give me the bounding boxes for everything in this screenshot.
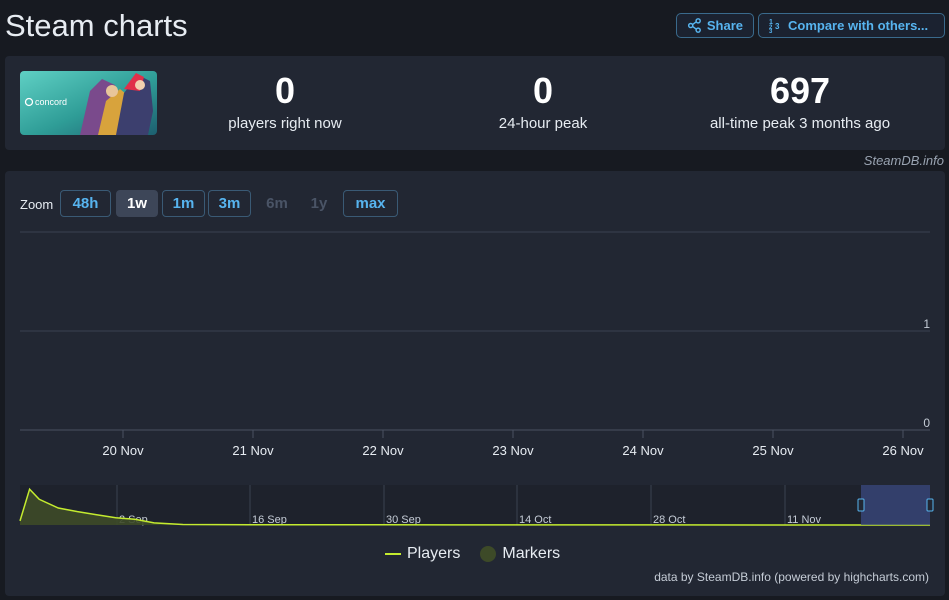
x-tick-label: 25 Nov [752, 443, 794, 458]
players-now-value: 0 [274, 70, 296, 111]
svg-text:concord: concord [35, 97, 67, 107]
zoom-max-button[interactable]: max [343, 190, 398, 217]
y-tick-label: 0 [923, 416, 930, 430]
x-tick-label: 20 Nov [102, 443, 144, 458]
x-tick-label: 26 Nov [882, 443, 924, 458]
navigator-background [20, 485, 930, 525]
x-tick-label: 21 Nov [232, 443, 274, 458]
navigator-handle-left [857, 498, 865, 512]
share-label: Share [706, 18, 743, 33]
stat-24h-peak: 0 24-hour peak [413, 70, 673, 132]
circle-swatch-icon [480, 546, 497, 562]
y-tick-label: 1 [923, 317, 930, 331]
zoom-1y-button: 1y [310, 195, 328, 212]
navigator-selection [861, 485, 930, 525]
zoom-label: Zoom [20, 197, 54, 212]
svg-text:1: 1 [769, 19, 773, 26]
x-tick-label: 23 Nov [492, 443, 534, 458]
zoom-3m-button[interactable]: 3m [208, 190, 251, 217]
x-tick-label: 22 Nov [362, 443, 404, 458]
ordered-list-icon: 1 2 3 3 [769, 19, 780, 33]
x-tick-label: 24 Nov [622, 443, 664, 458]
zoom-1w-button[interactable]: 1w [116, 190, 158, 217]
svg-text:3: 3 [775, 22, 780, 31]
navigator-tick-label: 28 Oct [653, 514, 685, 526]
share-icon [687, 18, 701, 33]
all-time-peak-label: all-time peak 3 months ago [709, 115, 891, 132]
svg-text:3: 3 [769, 29, 773, 33]
stats-panel: concord 0 players right now 0 24-hour pe… [5, 56, 945, 150]
navigator-handle-right [926, 498, 934, 512]
navigator-players-line [19, 487, 930, 526]
legend-players-label: Players [407, 545, 461, 562]
legend-markers-label: Markers [502, 545, 561, 562]
zoom-48h-button[interactable]: 48h [60, 190, 111, 217]
navigator-tick-label: 11 Nov [787, 514, 822, 526]
legend-players[interactable]: Players [385, 545, 460, 563]
navigator-tick-label: 16 Sep [252, 514, 287, 526]
chart-container: Zoom 48h 1w 1m 3m 6m 1y max 0 1 20 Nov 21 … [5, 171, 945, 596]
powered-by-credit[interactable]: data by SteamDB.info (powered by highcha… [654, 570, 929, 584]
line-swatch-icon [385, 553, 401, 555]
chart-svg: 0 1 20 Nov 21 Nov 22 Nov 23 Nov 24 Nov 25 Nov 2… [19, 231, 934, 526]
steamdb-credit[interactable]: SteamDB.info [863, 153, 944, 168]
navigator-area [20, 489, 930, 525]
legend-markers[interactable]: Markers [480, 545, 560, 563]
game-capsule-image[interactable]: concord [20, 71, 157, 135]
all-time-peak-value: 697 [769, 70, 831, 111]
players-now-label: players right now [228, 115, 342, 132]
chart-legend: Players Markers [385, 545, 560, 563]
navigator-tick-label: 30 Sep [386, 514, 421, 526]
peak-24h-value: 0 [532, 70, 554, 111]
zoom-1m-button[interactable]: 1m [162, 190, 205, 217]
peak-24h-label: 24-hour peak [498, 115, 588, 132]
svg-text:2: 2 [769, 25, 773, 31]
compare-label: Compare with others... [788, 18, 929, 33]
stat-players-now: 0 players right now [155, 70, 415, 132]
compare-button[interactable]: 1 2 3 3 Compare with others... [758, 13, 945, 38]
stat-all-time-peak: 697 all-time peak 3 months ago [670, 70, 930, 132]
zoom-6m-button: 6m [266, 195, 288, 212]
navigator-tick-label: 14 Oct [519, 514, 551, 526]
page-title: Steam charts [5, 8, 188, 43]
share-button[interactable]: Share [676, 13, 754, 38]
